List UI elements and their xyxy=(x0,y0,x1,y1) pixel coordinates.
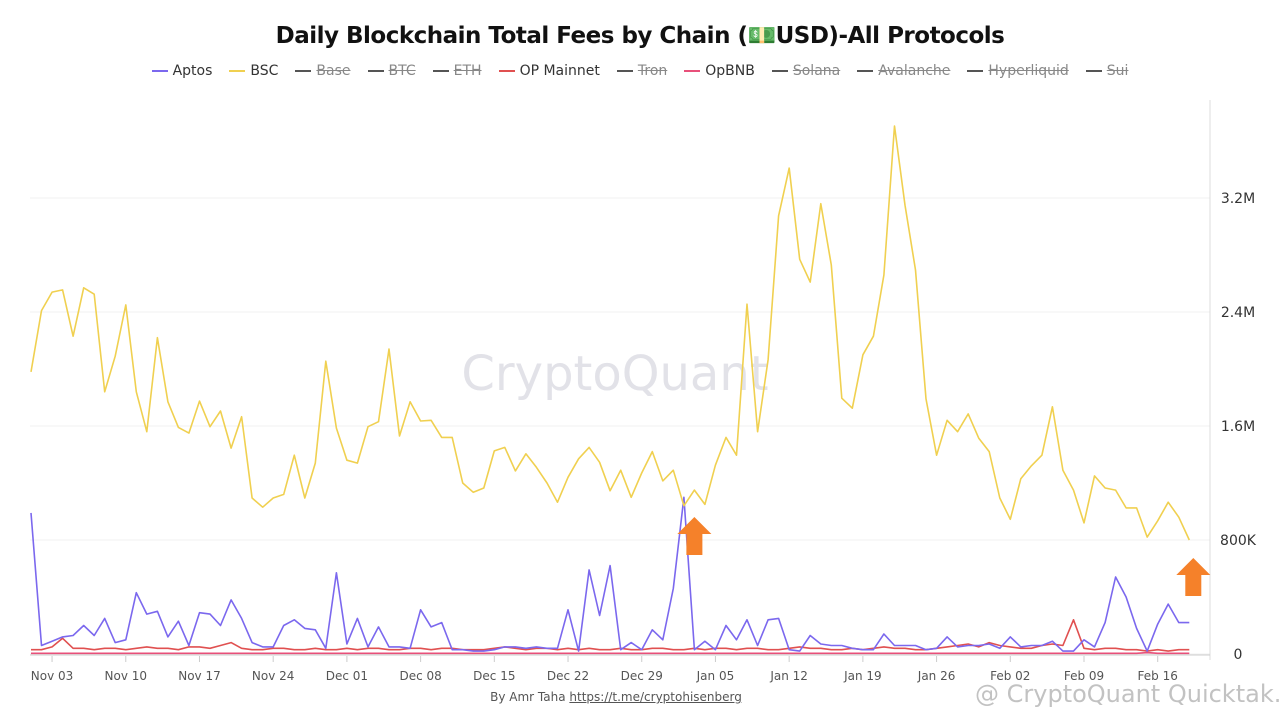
legend-swatch xyxy=(295,70,312,72)
legend: Aptos BSC Base BTC ETH OP Mainnet Tron OpBNB Sol… xyxy=(0,63,1280,79)
legend-label: Aptos xyxy=(172,63,213,79)
arrow-up-icon xyxy=(1176,558,1211,596)
x-tick-label: Dec 22 xyxy=(547,669,589,683)
credit-prefix: By Amr Taha xyxy=(490,690,570,704)
legend-swatch xyxy=(367,70,384,72)
legend-swatch xyxy=(1085,70,1102,72)
legend-swatch xyxy=(967,70,984,72)
y-tick-label: 1.6M xyxy=(1221,419,1255,435)
legend-label: BSC xyxy=(250,63,279,79)
credit-link[interactable]: https://t.me/cryptohisenberg xyxy=(569,690,742,704)
legend-label: Sui xyxy=(1106,63,1129,79)
legend-label: Tron xyxy=(637,63,668,79)
x-tick-label: Jan 26 xyxy=(917,669,956,683)
legend-swatch xyxy=(432,70,449,72)
x-tick-label: Nov 24 xyxy=(252,669,295,683)
y-tick-label: 2.4M xyxy=(1221,305,1255,321)
series-line-opbnb xyxy=(31,651,1190,655)
x-tick-label: Jan 19 xyxy=(843,669,882,683)
legend-swatch xyxy=(498,70,515,72)
credit: By Amr Taha https://t.me/cryptohisenberg xyxy=(0,690,1232,704)
series-line-bsc xyxy=(30,125,1191,541)
legend-swatch xyxy=(229,70,246,72)
legend-label: BTC xyxy=(388,63,416,79)
y-tick-label: 3.2M xyxy=(1221,191,1255,207)
x-tick-label: Nov 03 xyxy=(31,669,74,683)
corner-watermark: @ CryptoQuant Quicktak... xyxy=(975,680,1280,708)
legend-item-base[interactable]: Base xyxy=(295,63,351,79)
legend-item-op-mainnet[interactable]: OP Mainnet xyxy=(498,63,600,79)
series-line-aptos xyxy=(30,496,1190,652)
x-tick-label: Dec 29 xyxy=(621,669,663,683)
legend-label: OpBNB xyxy=(705,63,755,79)
x-tick-label: Feb 16 xyxy=(1138,669,1178,683)
legend-swatch xyxy=(857,70,874,72)
x-tick-label: Nov 10 xyxy=(105,669,148,683)
legend-label: OP Mainnet xyxy=(519,63,600,79)
chart-title: Daily Blockchain Total Fees by Chain (💵U… xyxy=(275,23,1005,49)
legend-item-bsc[interactable]: BSC xyxy=(229,63,278,79)
x-tick-label: Dec 01 xyxy=(326,669,368,683)
x-tick-label: Jan 12 xyxy=(769,669,808,683)
legend-item-tron[interactable]: Tron xyxy=(616,63,668,79)
legend-label: Hyperliquid xyxy=(988,63,1069,79)
legend-label: ETH xyxy=(453,63,482,79)
y-tick-label: 800K xyxy=(1220,533,1257,549)
x-tick-label: Feb 09 xyxy=(1064,669,1104,683)
legend-item-btc[interactable]: BTC xyxy=(367,63,416,79)
legend-label: Base xyxy=(316,63,351,79)
y-tick-label: 0 xyxy=(1234,647,1243,663)
legend-swatch xyxy=(616,70,633,72)
legend-label: Avalanche xyxy=(878,63,951,79)
legend-item-solana[interactable]: Solana xyxy=(771,63,841,79)
x-tick-label: Feb 02 xyxy=(990,669,1030,683)
legend-label: Solana xyxy=(792,63,841,79)
legend-item-opbnb[interactable]: OpBNB xyxy=(684,63,755,79)
legend-swatch xyxy=(684,70,701,72)
watermark: CryptoQuant xyxy=(461,346,768,402)
legend-item-avalanche[interactable]: Avalanche xyxy=(857,63,950,79)
legend-swatch xyxy=(151,70,168,72)
legend-item-sui[interactable]: Sui xyxy=(1085,63,1129,79)
legend-item-eth[interactable]: ETH xyxy=(432,63,482,79)
x-tick-label: Jan 05 xyxy=(696,669,735,683)
x-tick-label: Dec 15 xyxy=(473,669,515,683)
legend-item-hyperliquid[interactable]: Hyperliquid xyxy=(967,63,1069,79)
series-line-op-mainnet xyxy=(31,618,1190,652)
x-tick-label: Dec 08 xyxy=(399,669,441,683)
legend-swatch xyxy=(771,70,788,72)
arrow-up-icon xyxy=(677,517,712,555)
legend-item-aptos[interactable]: Aptos xyxy=(151,63,213,79)
x-tick-label: Nov 17 xyxy=(178,669,221,683)
